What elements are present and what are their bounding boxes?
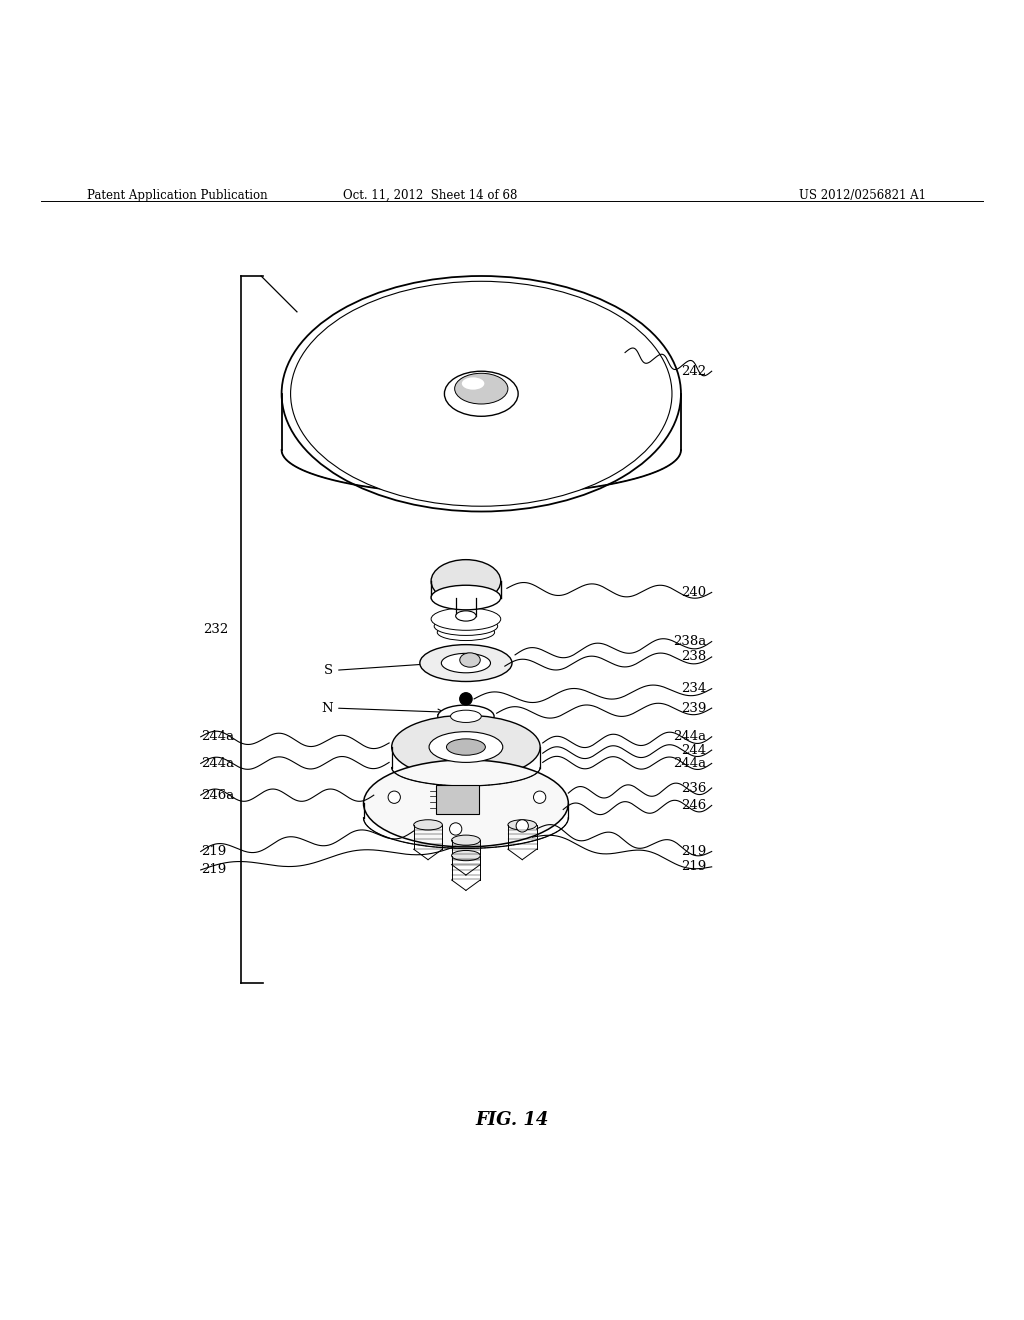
Ellipse shape bbox=[455, 374, 508, 404]
Circle shape bbox=[388, 791, 400, 804]
Text: N: N bbox=[322, 702, 333, 714]
Ellipse shape bbox=[431, 560, 501, 603]
Text: US 2012/0256821 A1: US 2012/0256821 A1 bbox=[799, 189, 926, 202]
Text: 238a: 238a bbox=[674, 635, 707, 648]
Ellipse shape bbox=[441, 653, 490, 673]
Text: 219: 219 bbox=[681, 861, 707, 874]
Text: Oct. 11, 2012  Sheet 14 of 68: Oct. 11, 2012 Sheet 14 of 68 bbox=[343, 189, 517, 202]
Text: 239: 239 bbox=[681, 702, 707, 714]
Ellipse shape bbox=[452, 836, 480, 845]
Ellipse shape bbox=[438, 705, 495, 727]
FancyBboxPatch shape bbox=[436, 785, 479, 813]
Text: 242: 242 bbox=[681, 364, 707, 378]
Ellipse shape bbox=[460, 653, 480, 667]
Text: 219: 219 bbox=[681, 845, 707, 858]
Ellipse shape bbox=[291, 281, 672, 507]
Ellipse shape bbox=[452, 850, 480, 861]
Text: 219: 219 bbox=[201, 845, 226, 858]
Ellipse shape bbox=[414, 820, 442, 830]
Ellipse shape bbox=[437, 624, 495, 640]
Ellipse shape bbox=[431, 607, 501, 631]
Circle shape bbox=[450, 822, 462, 836]
Text: FIG. 14: FIG. 14 bbox=[475, 1110, 549, 1129]
Text: 234: 234 bbox=[681, 682, 707, 696]
Ellipse shape bbox=[444, 371, 518, 416]
Text: 244a: 244a bbox=[201, 756, 233, 770]
Circle shape bbox=[460, 693, 472, 705]
Ellipse shape bbox=[364, 760, 568, 847]
Text: 244a: 244a bbox=[201, 730, 233, 743]
Ellipse shape bbox=[434, 616, 498, 635]
Ellipse shape bbox=[431, 585, 501, 610]
Ellipse shape bbox=[282, 276, 681, 512]
Text: 232: 232 bbox=[203, 623, 228, 636]
Ellipse shape bbox=[462, 378, 484, 389]
Ellipse shape bbox=[456, 611, 476, 622]
Text: 238: 238 bbox=[681, 651, 707, 664]
Text: 246a: 246a bbox=[201, 788, 233, 801]
Text: 246: 246 bbox=[681, 799, 707, 812]
Ellipse shape bbox=[391, 715, 541, 779]
Text: 240: 240 bbox=[681, 586, 707, 599]
Circle shape bbox=[534, 791, 546, 804]
Circle shape bbox=[516, 820, 528, 832]
Ellipse shape bbox=[508, 820, 537, 830]
Ellipse shape bbox=[429, 731, 503, 763]
Text: 236: 236 bbox=[681, 781, 707, 795]
Ellipse shape bbox=[451, 710, 481, 722]
Ellipse shape bbox=[420, 644, 512, 681]
Text: 244a: 244a bbox=[674, 730, 707, 743]
Text: 244: 244 bbox=[681, 743, 707, 756]
Ellipse shape bbox=[446, 739, 485, 755]
Text: S: S bbox=[324, 664, 333, 677]
Text: 244a: 244a bbox=[674, 756, 707, 770]
Text: Patent Application Publication: Patent Application Publication bbox=[87, 189, 267, 202]
Text: 219: 219 bbox=[201, 863, 226, 876]
